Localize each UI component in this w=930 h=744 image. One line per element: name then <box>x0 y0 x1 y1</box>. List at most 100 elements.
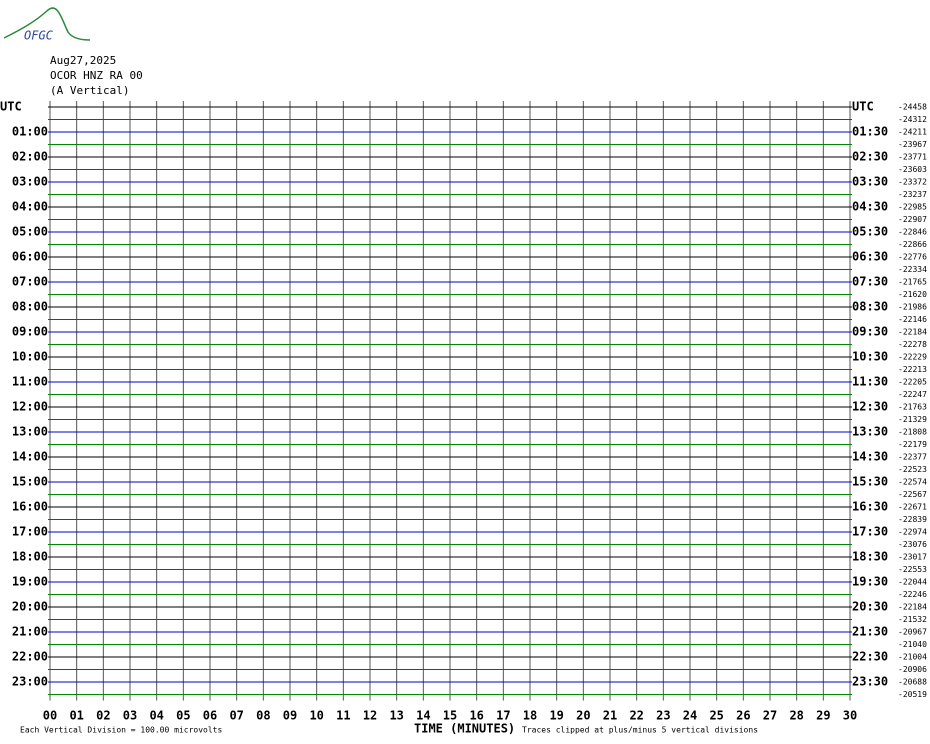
left-time-label: 10:00 <box>12 350 48 364</box>
right-value: -21532 <box>898 615 927 624</box>
right-time-label: 02:30 <box>852 150 888 164</box>
x-tick-label: 07 <box>229 709 243 723</box>
x-tick-label: 30 <box>843 709 857 723</box>
right-value: -22846 <box>898 228 927 237</box>
right-value: -23372 <box>898 178 927 187</box>
right-value: -21808 <box>898 428 927 437</box>
x-tick-label: 20 <box>576 709 590 723</box>
right-time-label: 03:30 <box>852 175 888 189</box>
x-tick-label: 29 <box>816 709 830 723</box>
right-value: -20519 <box>898 690 927 699</box>
right-value: -22553 <box>898 565 927 574</box>
left-time-label: 09:00 <box>12 325 48 339</box>
right-value: -22839 <box>898 515 927 524</box>
right-time-label: 12:30 <box>852 400 888 414</box>
left-time-label: 23:00 <box>12 675 48 689</box>
right-time-label: 23:30 <box>852 675 888 689</box>
right-time-label: 01:30 <box>852 125 888 139</box>
right-time-label: 20:30 <box>852 600 888 614</box>
right-value: -23017 <box>898 553 927 562</box>
x-axis-title: TIME (MINUTES) <box>414 722 515 736</box>
right-time-label: 14:30 <box>852 450 888 464</box>
right-value: -20906 <box>898 665 927 674</box>
right-value: -22574 <box>898 478 927 487</box>
x-tick-label: 02 <box>96 709 110 723</box>
left-time-label: 03:00 <box>12 175 48 189</box>
right-value: -22246 <box>898 590 927 599</box>
right-value: -22184 <box>898 328 927 337</box>
clip-note: Traces clipped at plus/minus 5 vertical … <box>522 726 758 735</box>
left-time-label: 21:00 <box>12 625 48 639</box>
right-value: -21329 <box>898 415 927 424</box>
left-time-label: 22:00 <box>12 650 48 664</box>
left-time-label: UTC <box>0 100 22 114</box>
x-tick-label: 17 <box>496 709 510 723</box>
x-tick-label: 24 <box>683 709 697 723</box>
right-value: -23967 <box>898 140 927 149</box>
date: Aug27,2025 <box>50 54 116 67</box>
left-time-label: 14:00 <box>12 450 48 464</box>
left-time-label: 11:00 <box>12 375 48 389</box>
x-tick-label: 14 <box>416 709 430 723</box>
x-tick-label: 19 <box>549 709 563 723</box>
right-time-label: 21:30 <box>852 625 888 639</box>
right-value: -22213 <box>898 365 927 374</box>
x-tick-label: 16 <box>469 709 483 723</box>
scale-note: Each Vertical Division = 100.00 microvol… <box>20 726 222 735</box>
right-time-label: 19:30 <box>852 575 888 589</box>
right-time-label: 10:30 <box>852 350 888 364</box>
right-value: -21620 <box>898 290 927 299</box>
right-time-label: 15:30 <box>852 475 888 489</box>
left-time-label: 08:00 <box>12 300 48 314</box>
x-tick-label: 08 <box>256 709 270 723</box>
right-value: -22866 <box>898 240 927 249</box>
right-value: -20688 <box>898 678 927 687</box>
right-time-label: 18:30 <box>852 550 888 564</box>
x-tick-label: 15 <box>443 709 457 723</box>
right-value: -22567 <box>898 490 927 499</box>
x-tick-label: 28 <box>789 709 803 723</box>
x-tick-label: 12 <box>363 709 377 723</box>
right-time-label: UTC <box>852 100 874 114</box>
right-value: -22146 <box>898 315 927 324</box>
left-time-label: 17:00 <box>12 525 48 539</box>
x-tick-label: 23 <box>656 709 670 723</box>
right-value: -22247 <box>898 390 927 399</box>
right-value: -22671 <box>898 503 927 512</box>
right-value: -22179 <box>898 440 927 449</box>
x-tick-label: 25 <box>709 709 723 723</box>
x-tick-label: 05 <box>176 709 190 723</box>
right-time-label: 07:30 <box>852 275 888 289</box>
left-time-label: 07:00 <box>12 275 48 289</box>
right-value: -21040 <box>898 640 927 649</box>
x-tick-label: 09 <box>283 709 297 723</box>
right-value: -24312 <box>898 115 927 124</box>
left-time-label: 15:00 <box>12 475 48 489</box>
right-value: -21763 <box>898 403 927 412</box>
right-value: -24458 <box>898 103 927 112</box>
left-time-label: 05:00 <box>12 225 48 239</box>
right-value: -24211 <box>898 128 927 137</box>
right-value: -23076 <box>898 540 927 549</box>
x-tick-label: 06 <box>203 709 217 723</box>
right-value: -21986 <box>898 303 927 312</box>
right-value: -23603 <box>898 165 927 174</box>
right-time-label: 11:30 <box>852 375 888 389</box>
left-time-label: 16:00 <box>12 500 48 514</box>
left-time-label: 02:00 <box>12 150 48 164</box>
right-time-label: 22:30 <box>852 650 888 664</box>
right-time-label: 04:30 <box>852 200 888 214</box>
right-value: -22044 <box>898 578 927 587</box>
right-time-label: 13:30 <box>852 425 888 439</box>
right-value: -22985 <box>898 203 927 212</box>
right-value: -22205 <box>898 378 927 387</box>
x-tick-label: 21 <box>603 709 617 723</box>
right-time-label: 06:30 <box>852 250 888 264</box>
right-value: -22184 <box>898 603 927 612</box>
right-value: -22907 <box>898 215 927 224</box>
left-time-label: 18:00 <box>12 550 48 564</box>
x-tick-label: 03 <box>123 709 137 723</box>
right-time-label: 05:30 <box>852 225 888 239</box>
